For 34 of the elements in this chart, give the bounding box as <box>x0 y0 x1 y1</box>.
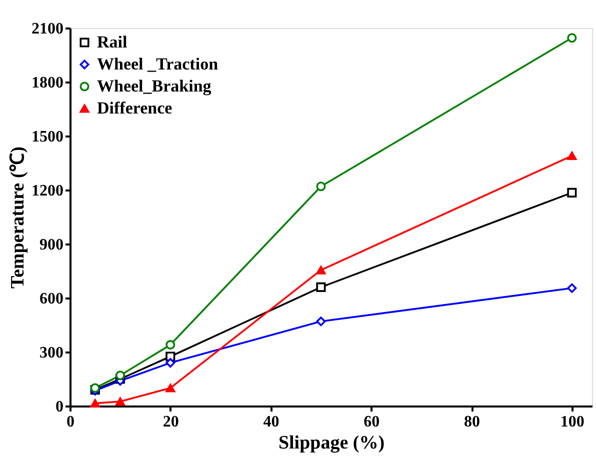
legend-label: Difference <box>97 98 173 118</box>
point <box>567 33 577 43</box>
point <box>115 370 125 380</box>
y-tick-label: 0 <box>56 398 64 416</box>
x-axis-title: Slippage (%) <box>278 432 385 454</box>
point <box>166 384 176 392</box>
legend-label: Wheel _Traction <box>97 54 219 74</box>
point <box>316 316 326 326</box>
y-tick-label: 1500 <box>32 128 64 146</box>
y-tick-label: 2100 <box>32 20 64 38</box>
legend-label: Rail <box>97 32 128 52</box>
y-tick-label: 1800 <box>32 74 64 92</box>
point <box>316 266 326 274</box>
x-tick-label: 40 <box>263 414 280 430</box>
point <box>567 188 577 198</box>
point <box>567 152 577 160</box>
x-tick-label: 100 <box>560 414 584 430</box>
y-tick-label: 1200 <box>32 182 64 200</box>
legend-label: Wheel_Braking <box>97 76 212 96</box>
x-tick-label: 80 <box>464 414 480 430</box>
x-tick-label: 60 <box>364 414 380 430</box>
x-tick-label: 0 <box>66 414 74 430</box>
point <box>316 182 326 192</box>
y-tick-label: 900 <box>40 236 64 254</box>
point <box>166 340 176 350</box>
y-tick-label: 600 <box>40 290 64 308</box>
y-tick-label: 300 <box>40 344 64 362</box>
point <box>90 399 100 408</box>
y-axis-title: Temperature (℃) <box>8 146 28 288</box>
x-tick-label: 20 <box>162 414 179 430</box>
point <box>115 397 125 406</box>
point <box>316 282 326 292</box>
point <box>166 358 176 368</box>
point <box>567 283 577 293</box>
